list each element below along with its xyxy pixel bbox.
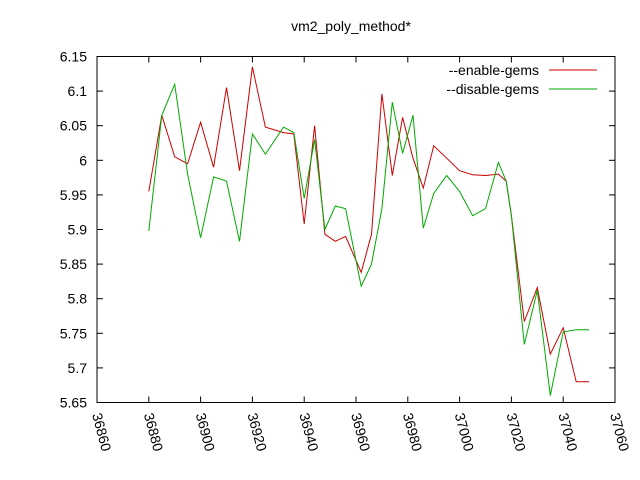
plot-frame: [96, 56, 616, 403]
axis-ticks: 5.65 5.7 5.75 5.8 5.85 5.9 5.95 6 6.05 6.1 6.15 368…: [60, 49, 633, 454]
y-tick-label: 6.05: [60, 118, 87, 134]
y-tick-label: 5.85: [60, 256, 87, 272]
series-lines: [148, 66, 590, 396]
y-tick-label: 5.75: [60, 325, 87, 341]
y-tick-label: 5.95: [60, 187, 87, 203]
series-line-1: [148, 82, 590, 396]
y-tick-label: 5.9: [68, 222, 88, 238]
x-tick-label: 36860: [89, 411, 115, 453]
y-tick-label: 6: [79, 152, 87, 168]
legend: --enable-gems --disable-gems: [446, 62, 597, 97]
y-tick-label: 6.15: [60, 49, 87, 65]
x-tick-label: 36960: [348, 411, 374, 453]
legend-label-0: --enable-gems: [449, 62, 539, 78]
y-tick-label: 5.65: [60, 395, 87, 411]
x-tick-label: 36900: [193, 411, 219, 453]
x-tick-label: 37060: [607, 411, 633, 453]
y-tick-label: 5.7: [68, 360, 88, 376]
legend-label-1: --disable-gems: [446, 81, 539, 97]
x-tick-label: 36940: [296, 411, 322, 453]
x-tick-label: 36880: [141, 411, 167, 453]
chart-title: vm2_poly_method*: [291, 18, 411, 34]
x-tick-label: 36920: [245, 411, 271, 453]
x-tick-label: 37040: [555, 411, 581, 453]
x-tick-label: 37020: [504, 411, 530, 453]
y-tick-label: 6.1: [68, 83, 88, 99]
x-tick-label: 36980: [400, 411, 426, 453]
y-tick-label: 5.8: [68, 291, 88, 307]
x-tick-label: 37000: [452, 411, 478, 453]
